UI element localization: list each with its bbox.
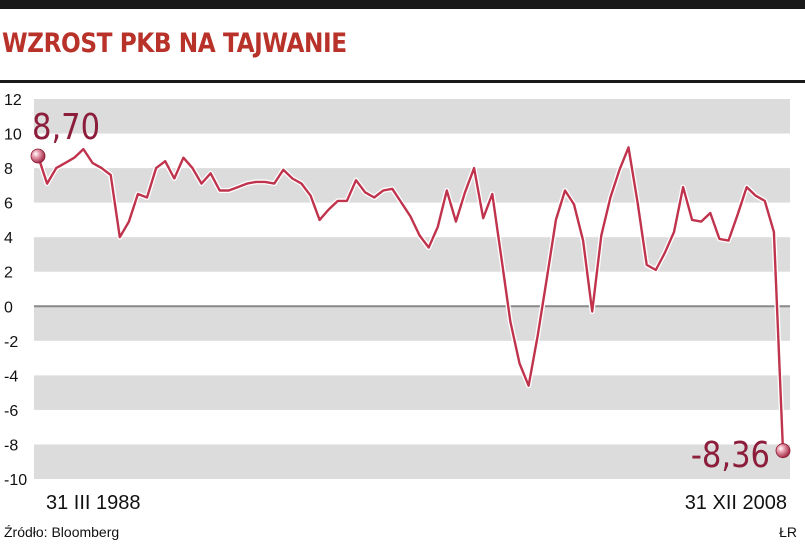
gdp-line-chart: 12 10 8 6 4 2 0 -2 -4 -6 -8 -10 31 III 1988 31 XII 2… — [4, 92, 791, 514]
y-tick-label: 10 — [4, 127, 22, 144]
y-tick-label: 12 — [4, 92, 22, 109]
grid-band — [34, 306, 790, 341]
y-axis-ticks: 12 10 8 6 4 2 0 -2 -4 -6 -8 -10 — [4, 92, 27, 489]
source-note: Źródło: Bloomberg — [4, 524, 120, 540]
x-label-start: 31 III 1988 — [46, 492, 141, 514]
y-tick-label: -4 — [4, 368, 18, 385]
grid-band — [34, 444, 790, 479]
x-label-end: 31 XII 2008 — [685, 492, 787, 514]
first-point-marker — [30, 148, 46, 164]
top-bar — [0, 0, 805, 9]
author-credit: ŁR — [779, 524, 797, 540]
y-tick-label: -8 — [4, 437, 18, 454]
chart-title: WZROST PKB NA TAJWANIE — [2, 28, 347, 59]
grid-band — [34, 375, 790, 410]
grid-band — [34, 237, 790, 272]
y-tick-label: 6 — [4, 196, 13, 213]
y-tick-label: -10 — [4, 472, 27, 489]
last-point-marker — [775, 443, 791, 459]
first-value-label: 8,70 — [32, 106, 100, 148]
series-line — [36, 146, 785, 451]
y-tick-label: 4 — [4, 230, 13, 247]
y-tick-label: 0 — [4, 299, 13, 316]
grid-band — [34, 168, 790, 203]
y-tick-label: -2 — [4, 334, 18, 351]
y-tick-label: 2 — [4, 265, 13, 282]
grid-bands — [34, 99, 790, 479]
y-tick-label: -6 — [4, 403, 18, 420]
title-rule — [0, 80, 805, 83]
series-layer — [30, 144, 791, 459]
annotation-layer: 31 III 1988 31 XII 2008 8,70 -8,36 — [32, 106, 787, 514]
grid-band — [34, 99, 790, 134]
y-tick-label: 8 — [4, 161, 13, 178]
last-value-label: -8,36 — [691, 434, 770, 476]
